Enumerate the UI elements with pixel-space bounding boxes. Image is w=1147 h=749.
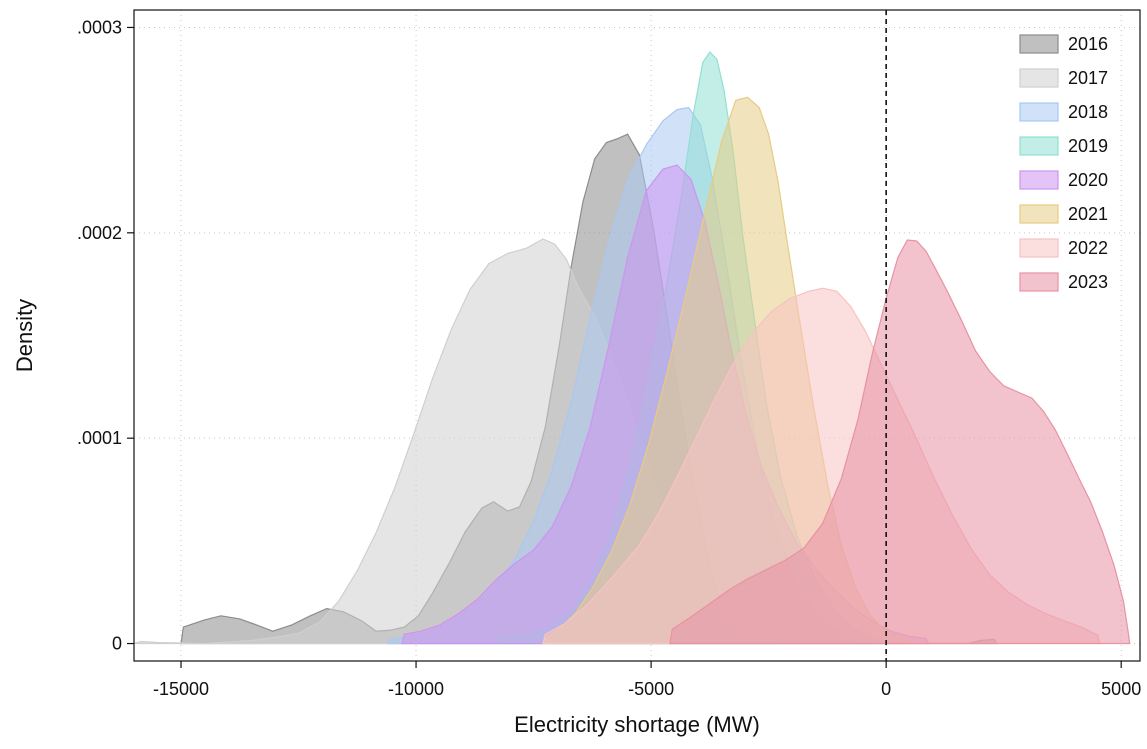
legend-swatch-2017 xyxy=(1019,68,1059,88)
x-tick-label: -15000 xyxy=(153,679,209,699)
y-tick-label: .0001 xyxy=(77,428,122,448)
legend-label-2019: 2019 xyxy=(1068,136,1108,156)
y-tick-label: .0003 xyxy=(77,17,122,37)
legend-label-2017: 2017 xyxy=(1068,68,1108,88)
legend-swatch-2018 xyxy=(1019,102,1059,122)
x-tick-label: 0 xyxy=(881,679,891,699)
density-area-2023 xyxy=(669,239,1131,645)
legend-swatch-2023 xyxy=(1019,272,1059,292)
legend-label-2020: 2020 xyxy=(1068,170,1108,190)
y-tick-label: .0002 xyxy=(77,223,122,243)
legend-label-2018: 2018 xyxy=(1068,102,1108,122)
legend-swatch-2016 xyxy=(1019,34,1059,54)
x-tick-label: -5000 xyxy=(628,679,674,699)
y-axis-title: Density xyxy=(12,299,37,372)
legend-label-2022: 2022 xyxy=(1068,238,1108,258)
y-tick-label: 0 xyxy=(112,634,122,654)
legend-swatch-2022 xyxy=(1019,238,1059,258)
y-axis: 0 .0001 .0002 .0003 xyxy=(77,17,134,654)
legend-swatch-2021 xyxy=(1019,204,1059,224)
legend-swatch-2020 xyxy=(1019,170,1059,190)
x-tick-label: 5000 xyxy=(1101,679,1141,699)
plot-frame xyxy=(133,9,1141,662)
x-axis-title: Electricity shortage (MW) xyxy=(514,712,760,737)
legend: 2016 2017 2018 2019 2020 2021 2022 2023 xyxy=(1019,34,1108,292)
legend-label-2016: 2016 xyxy=(1068,34,1108,54)
legend-swatch-2019 xyxy=(1019,136,1059,156)
density-areas xyxy=(133,51,1131,645)
x-tick-label: -10000 xyxy=(388,679,444,699)
legend-label-2021: 2021 xyxy=(1068,204,1108,224)
legend-label-2023: 2023 xyxy=(1068,272,1108,292)
x-axis: -15000 -10000 -5000 0 5000 xyxy=(153,661,1141,699)
